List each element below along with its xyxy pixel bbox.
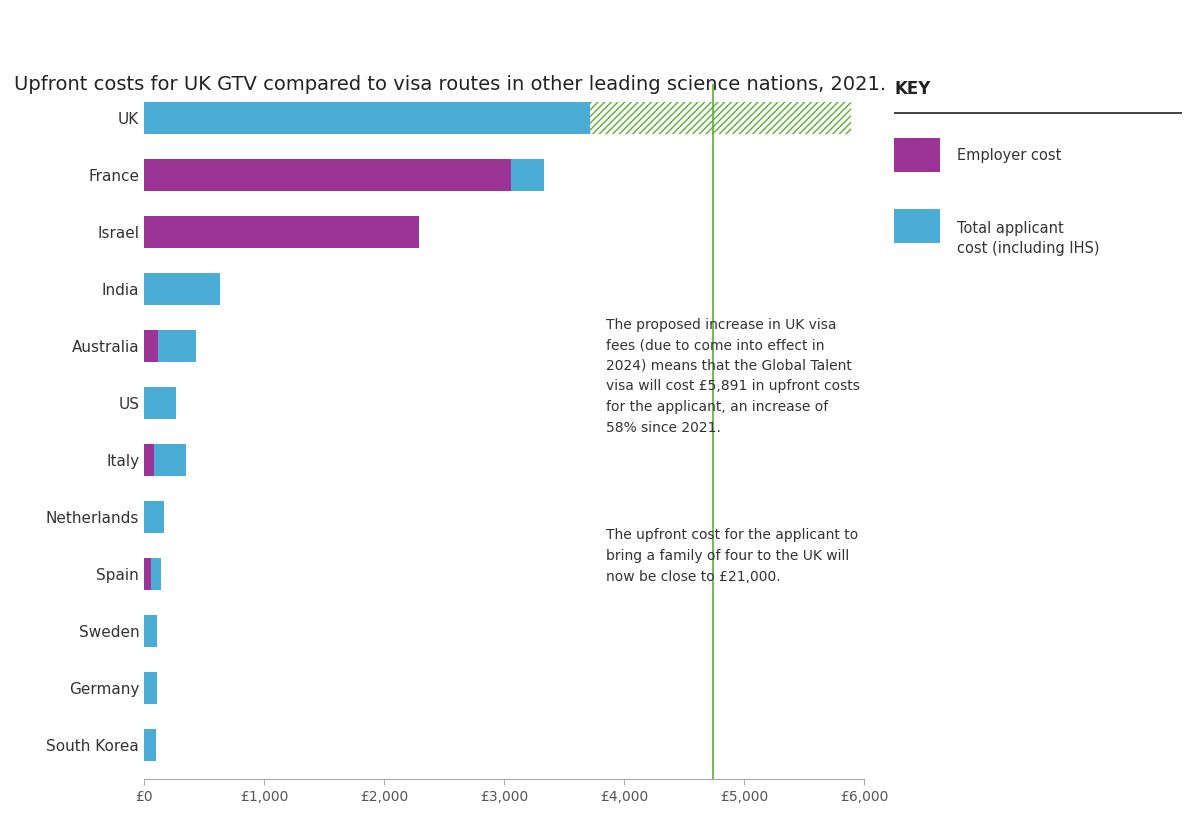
Bar <box>590 102 851 134</box>
Bar <box>144 729 156 761</box>
Text: Total applicant
cost (including IHS): Total applicant cost (including IHS) <box>958 221 1100 256</box>
Text: FIGURE 1: FIGURE 1 <box>14 23 94 38</box>
Bar <box>144 501 163 533</box>
Text: The proposed increase in UK visa
fees (due to come into effect in
2024) means th: The proposed increase in UK visa fees (d… <box>606 318 860 435</box>
Bar <box>144 387 176 419</box>
Bar <box>894 210 940 243</box>
Text: The upfront cost for the applicant to
bring a family of four to the UK will
now : The upfront cost for the applicant to br… <box>606 529 858 584</box>
Bar <box>144 558 151 590</box>
Bar <box>144 672 157 704</box>
Bar <box>144 216 419 248</box>
Bar <box>144 102 590 134</box>
Bar <box>144 273 220 305</box>
Bar <box>144 159 511 191</box>
Text: Upfront costs for UK GTV compared to visa routes in other leading science nation: Upfront costs for UK GTV compared to vis… <box>14 75 887 95</box>
Text: KEY: KEY <box>894 80 930 97</box>
Bar <box>151 558 161 590</box>
Bar <box>158 330 197 362</box>
Bar <box>144 615 157 647</box>
Bar <box>511 159 544 191</box>
Bar <box>894 138 940 172</box>
Bar <box>154 444 186 476</box>
Bar <box>144 330 158 362</box>
Bar <box>144 444 154 476</box>
Text: Employer cost: Employer cost <box>958 147 1062 163</box>
